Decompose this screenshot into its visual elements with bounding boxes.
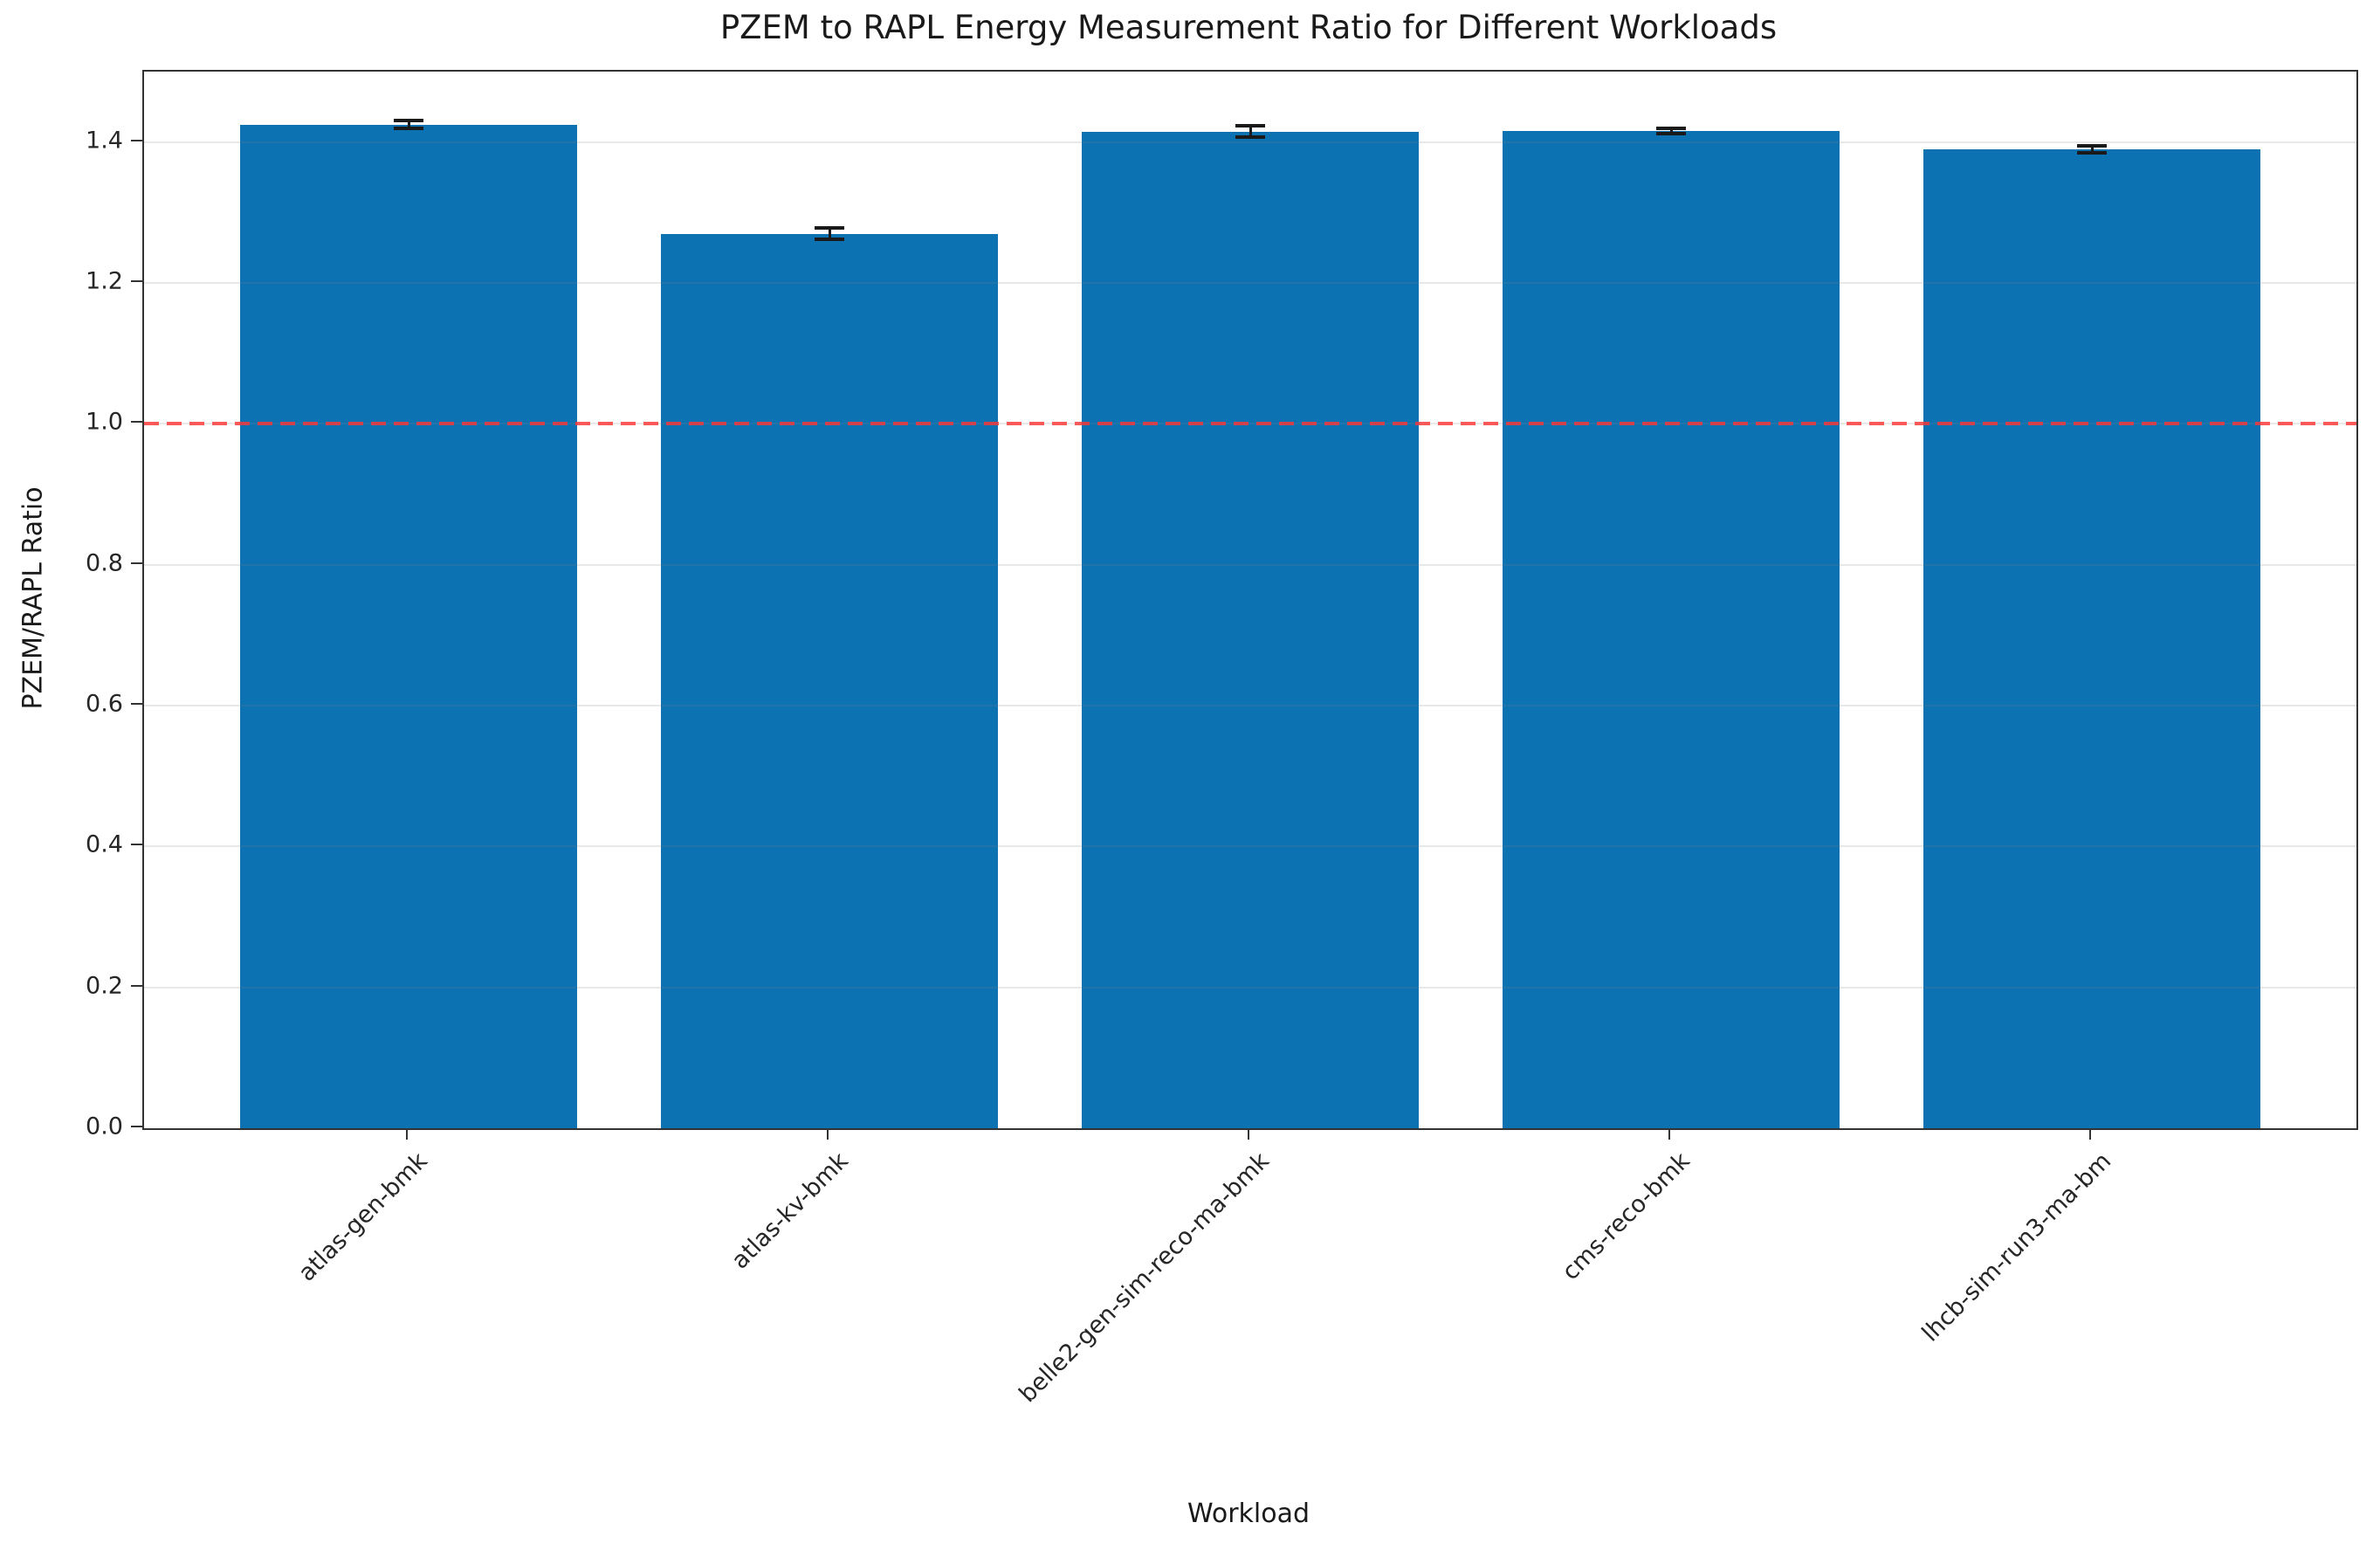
x-tick-label: lhcb-sim-run3-ma-bm — [1916, 1147, 2116, 1347]
x-tick-label: atlas-gen-bmk — [293, 1147, 433, 1287]
y-tick-label: 0.4 — [86, 830, 123, 858]
grid-line — [144, 563, 2356, 566]
error-bar-stem — [1248, 126, 1252, 138]
y-tick-mark — [131, 844, 142, 846]
grid-line — [144, 282, 2356, 284]
x-tick-label: cms-reco-bmk — [1557, 1147, 1696, 1286]
x-tick-mark — [1248, 1128, 1249, 1140]
grid-line — [144, 986, 2356, 989]
y-tick-label: 1.4 — [86, 127, 123, 155]
chart-title: PZEM to RAPL Energy Measurement Ratio fo… — [719, 9, 1778, 46]
x-tick-mark — [406, 1128, 408, 1140]
y-tick-mark — [131, 139, 142, 141]
bar-atlas-gen-bmk — [240, 124, 577, 1128]
error-bar-cap-top — [1656, 126, 1686, 130]
error-bar-cap-bottom — [394, 126, 423, 130]
x-tick-label: atlas-kv-bmk — [726, 1147, 854, 1275]
grid-line — [144, 141, 2356, 143]
y-axis-label: PZEM/RAPL Ratio — [17, 486, 49, 710]
error-bar-cap-bottom — [1656, 131, 1686, 135]
y-tick-label: 0.8 — [86, 549, 123, 577]
error-bar-stem — [828, 228, 831, 239]
error-bar-cap-bottom — [815, 237, 844, 241]
x-tick-mark — [827, 1128, 829, 1140]
y-tick-mark — [131, 280, 142, 282]
bar-atlas-kv-bmk — [661, 233, 998, 1128]
y-tick-mark — [131, 421, 142, 424]
error-bar-stem — [2090, 145, 2094, 153]
y-tick-label: 0.2 — [86, 972, 123, 1000]
reference-line — [144, 422, 2356, 426]
y-tick-label: 1.0 — [86, 408, 123, 436]
x-tick-mark — [2089, 1128, 2091, 1140]
error-bar-stem — [407, 121, 410, 128]
y-tick-label: 0.0 — [86, 1113, 123, 1140]
y-tick-label: 1.2 — [86, 267, 123, 295]
error-bar-cap-top — [2077, 143, 2107, 148]
y-tick-mark — [131, 984, 142, 987]
y-tick-mark — [131, 562, 142, 564]
error-bar-cap-top — [815, 226, 844, 231]
error-bar-cap-bottom — [1235, 135, 1265, 140]
y-tick-label: 0.6 — [86, 690, 123, 718]
bar-lhcb-sim-run3-ma-bm — [1923, 148, 2260, 1128]
plot-area — [142, 70, 2358, 1130]
error-bar-stem — [1669, 127, 1673, 134]
bar-cms-reco-bmk — [1503, 130, 1840, 1128]
error-bar-cap-top — [1235, 124, 1265, 128]
x-axis-label: Workload — [1187, 1499, 1310, 1529]
y-tick-mark — [131, 703, 142, 705]
x-tick-mark — [1668, 1128, 1670, 1140]
error-bar-cap-top — [394, 119, 423, 123]
x-tick-label: belle2-gen-sim-reco-ma-bmk — [1014, 1147, 1275, 1409]
error-bar-cap-bottom — [2077, 150, 2107, 155]
grid-line — [144, 845, 2356, 848]
bar-belle2-gen-sim-reco-ma-bmk — [1082, 131, 1419, 1128]
y-tick-mark — [131, 1126, 142, 1127]
grid-line — [144, 705, 2356, 706]
